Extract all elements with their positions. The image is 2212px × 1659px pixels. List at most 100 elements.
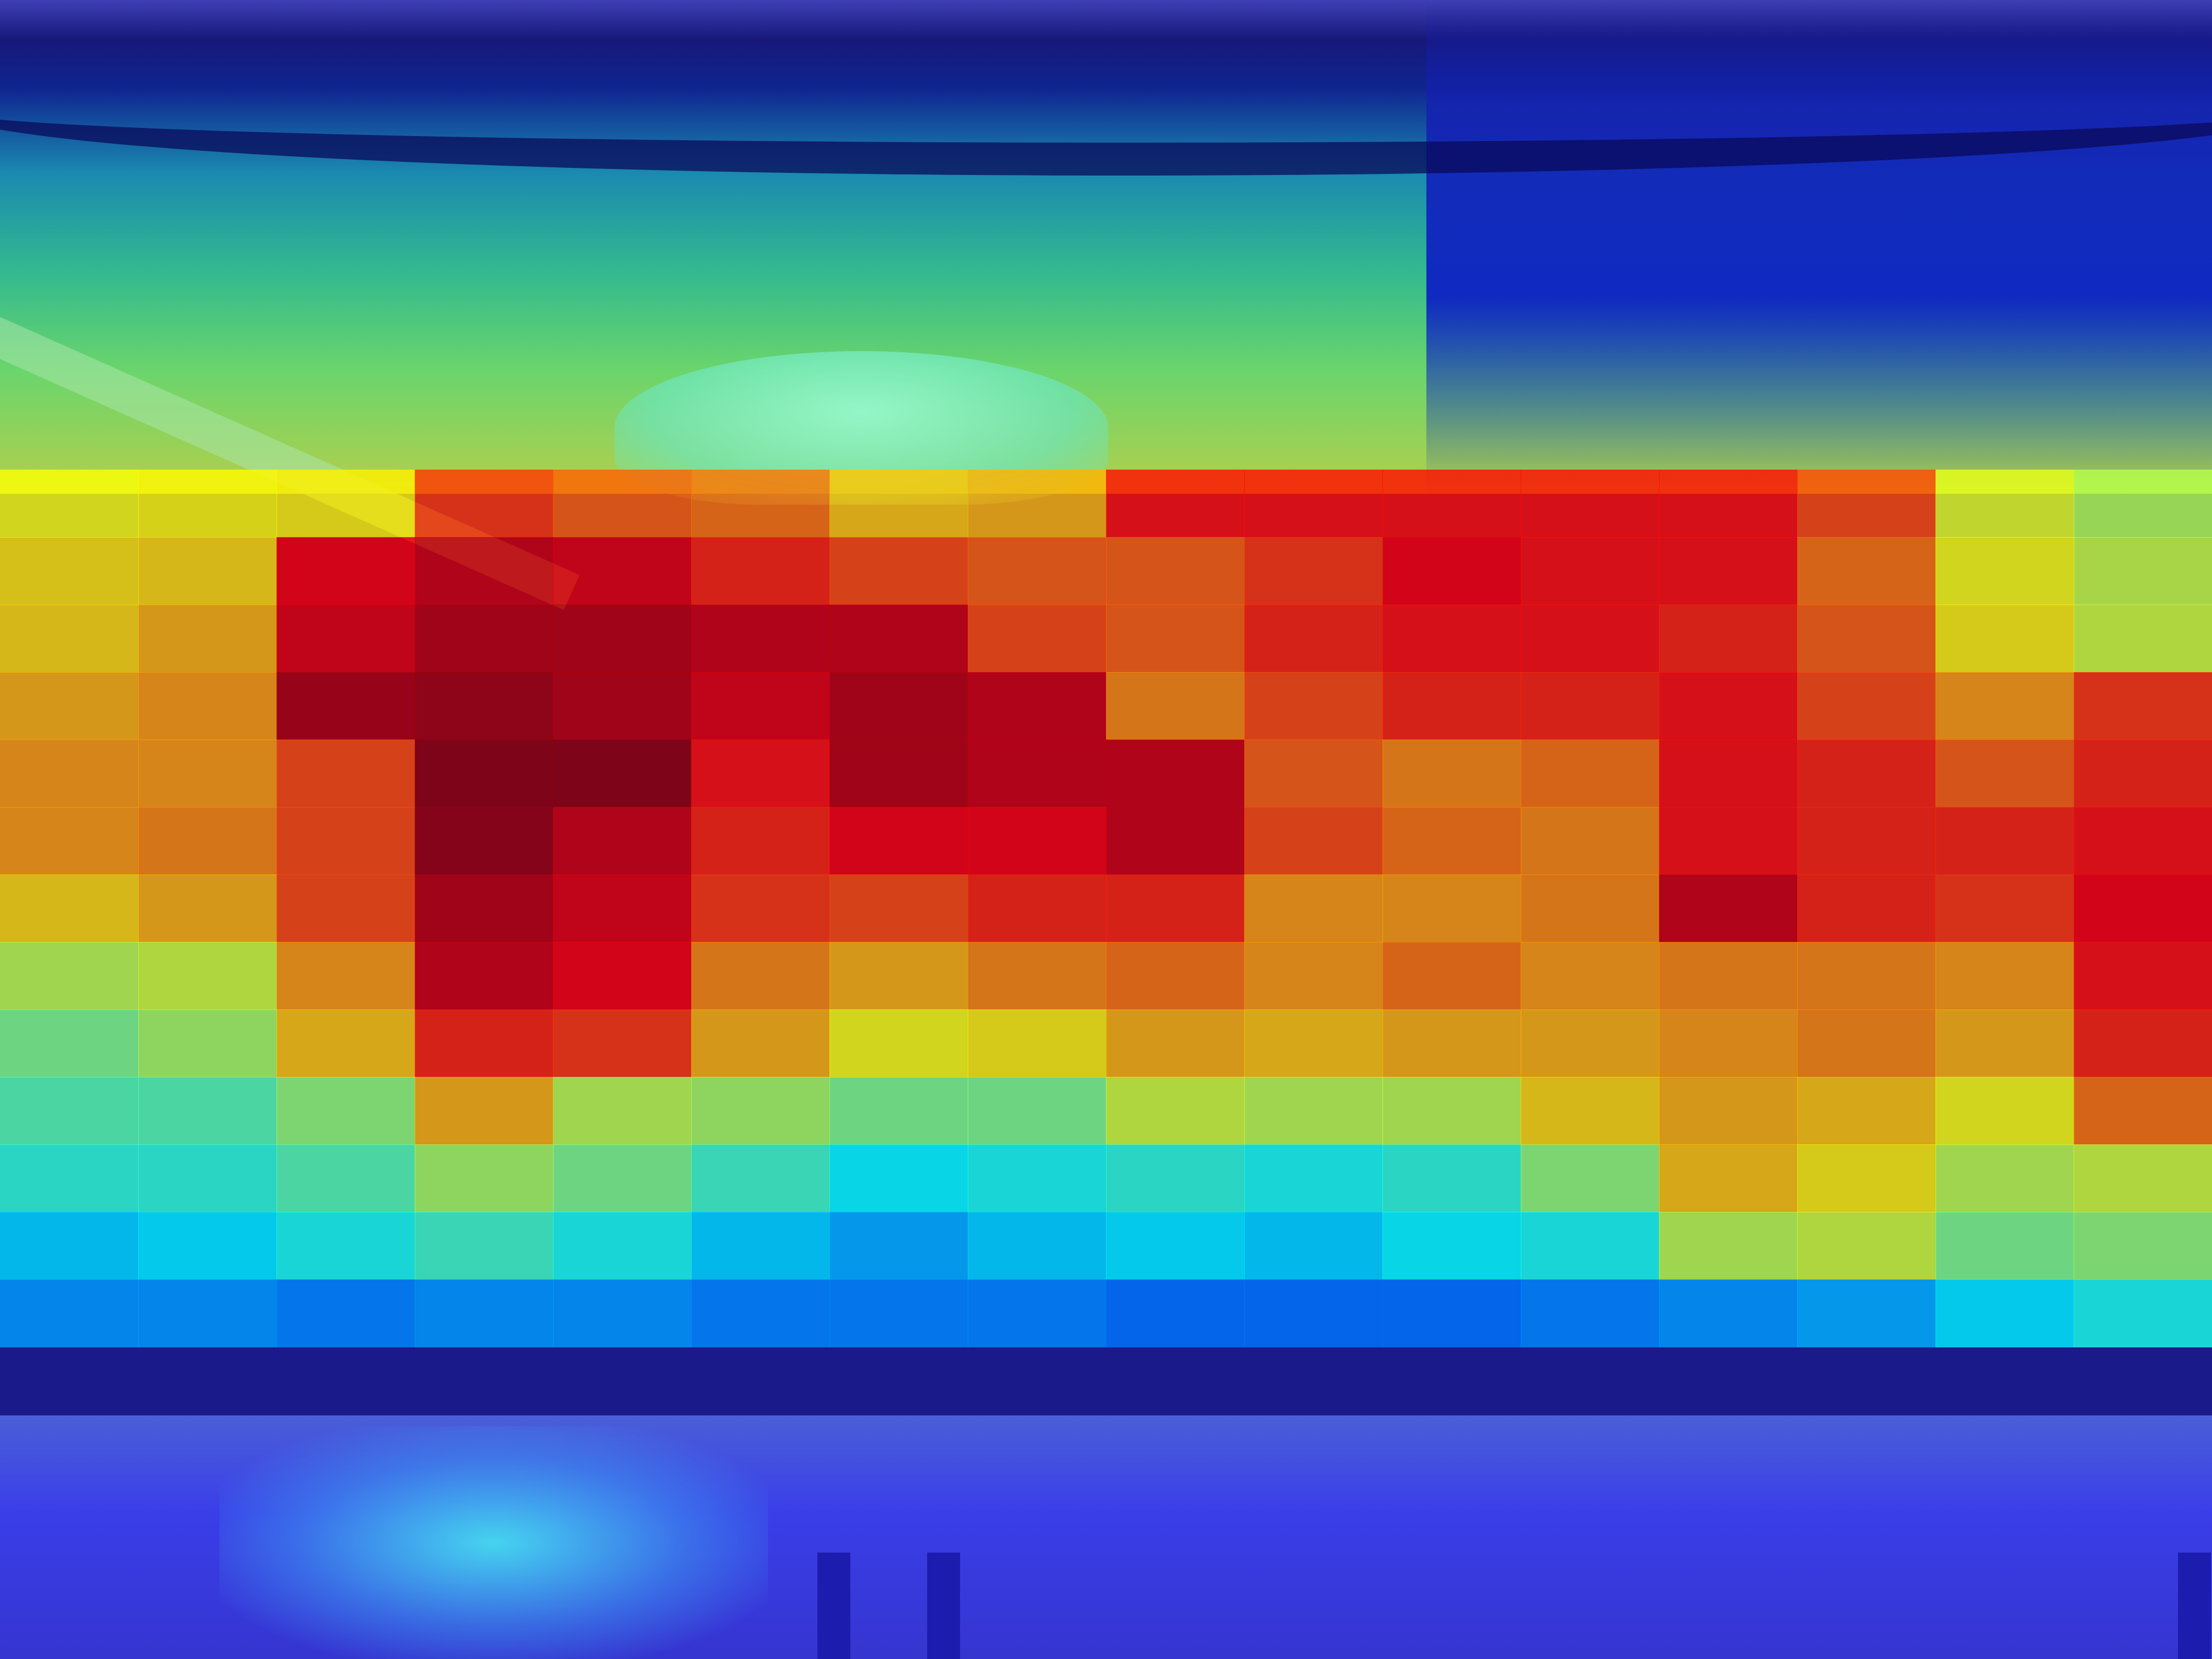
heatmap-cell bbox=[691, 1009, 830, 1077]
heatmap-cell bbox=[830, 672, 968, 740]
heatmap-cell bbox=[1797, 740, 1936, 808]
heatmap-cell bbox=[1244, 1009, 1383, 1077]
heatmap-cell bbox=[830, 1212, 968, 1280]
heatmap-cell bbox=[1383, 1212, 1521, 1280]
heatmap-cell bbox=[1244, 942, 1383, 1010]
heatmap-cell bbox=[968, 807, 1107, 875]
heatmap-cell bbox=[1936, 605, 2074, 673]
heatmap-cell bbox=[968, 605, 1107, 673]
heatmap-cell bbox=[1244, 1077, 1383, 1145]
heatmap-cell bbox=[276, 537, 415, 605]
heatmap-cell bbox=[1936, 672, 2074, 740]
heatmap-cell bbox=[276, 1279, 415, 1347]
heatmap-cell bbox=[2074, 1279, 2212, 1347]
heatmap-cell bbox=[415, 942, 554, 1010]
heatmap-cell bbox=[1106, 1077, 1245, 1145]
heatmap-cell bbox=[1659, 605, 1798, 673]
heatmap-cell bbox=[968, 1009, 1107, 1077]
heatmap-cell bbox=[691, 537, 830, 605]
heatmap-cell bbox=[138, 537, 277, 605]
heatmap-cell bbox=[553, 1212, 692, 1280]
heatmap-cell bbox=[1659, 942, 1798, 1010]
background-lower-glow bbox=[219, 1426, 768, 1659]
heatmap-cell bbox=[691, 807, 830, 875]
heatmap-cell bbox=[553, 1279, 692, 1347]
heatmap-cell bbox=[2074, 942, 2212, 1010]
heatmap-cell bbox=[1521, 605, 1660, 673]
heatmap-cell bbox=[830, 1009, 968, 1077]
heatmap-cell bbox=[553, 942, 692, 1010]
heatmap-cell bbox=[1936, 1279, 2074, 1347]
heatmap-cell bbox=[553, 537, 692, 605]
heatmap-cell bbox=[415, 1144, 554, 1212]
heatmap-cell bbox=[1106, 537, 1245, 605]
heatmap-cell bbox=[1106, 874, 1245, 943]
heatmap-cell bbox=[1797, 942, 1936, 1010]
heatmap-cell bbox=[1383, 537, 1521, 605]
heatmap-cell bbox=[1936, 874, 2074, 943]
heatmap-cell bbox=[1521, 740, 1660, 808]
heatmap-cell bbox=[1521, 1077, 1660, 1145]
heatmap-cell bbox=[830, 1144, 968, 1212]
heatmap-cell bbox=[1244, 537, 1383, 605]
heatmap-cell bbox=[415, 1009, 554, 1077]
heatmap-cell bbox=[968, 470, 1107, 538]
heatmap-cell bbox=[691, 1077, 830, 1145]
heatmap-cell bbox=[830, 1279, 968, 1347]
heatmap-cell bbox=[276, 1144, 415, 1212]
heatmap-cell bbox=[1383, 470, 1521, 538]
heatmap-cell bbox=[1521, 874, 1660, 943]
heatmap-cell bbox=[1244, 874, 1383, 943]
heatmap-cell bbox=[1659, 740, 1798, 808]
heatmap-cell bbox=[1936, 740, 2074, 808]
heatmap-cell bbox=[1383, 807, 1521, 875]
heatmap-cell bbox=[1244, 740, 1383, 808]
heatmap-cell bbox=[2074, 1212, 2212, 1280]
heatmap-cell bbox=[1244, 1279, 1383, 1347]
heatmap-cell bbox=[830, 807, 968, 875]
heatmap-cell bbox=[1106, 470, 1245, 538]
heatmap-cell bbox=[1936, 470, 2074, 538]
heatmap-cell bbox=[1936, 1009, 2074, 1077]
heatmap-cell bbox=[691, 740, 830, 808]
heatmap-cell bbox=[553, 807, 692, 875]
heatmap-cell bbox=[1244, 470, 1383, 538]
heatmap-cell bbox=[1383, 1077, 1521, 1145]
table-leg bbox=[817, 1553, 850, 1659]
heatmap-cell bbox=[691, 605, 830, 673]
heatmap-cell bbox=[415, 672, 554, 740]
heatmap-cell bbox=[0, 874, 139, 943]
heatmap-cell bbox=[138, 1144, 277, 1212]
heatmap-cell bbox=[553, 874, 692, 943]
heatmap-cell bbox=[2074, 470, 2212, 538]
heatmap-cell bbox=[138, 1009, 277, 1077]
heatmap-cell bbox=[1797, 1144, 1936, 1212]
heatmap-cell bbox=[830, 537, 968, 605]
heatmap-cell bbox=[1244, 605, 1383, 673]
heatmap-cell bbox=[1797, 1009, 1936, 1077]
heatmap-cell bbox=[830, 470, 968, 538]
heatmap-cell bbox=[1383, 874, 1521, 943]
heatmap-cell bbox=[1244, 672, 1383, 740]
heatmap-cell bbox=[1936, 1077, 2074, 1145]
heatmap-cell bbox=[1797, 1077, 1936, 1145]
heatmap-cell bbox=[1659, 672, 1798, 740]
heatmap-cell bbox=[1521, 1212, 1660, 1280]
heatmap-cell bbox=[1521, 807, 1660, 875]
heatmap-cell bbox=[276, 1009, 415, 1077]
heatmap-cell bbox=[830, 740, 968, 808]
heatmap-cell bbox=[415, 470, 554, 538]
heatmap-cell bbox=[2074, 1077, 2212, 1145]
heatmap-cell bbox=[1521, 470, 1660, 538]
heatmap-cell bbox=[968, 942, 1107, 1010]
heatmap-cell bbox=[1383, 1144, 1521, 1212]
heatmap-cell bbox=[830, 874, 968, 943]
heatmap-cell bbox=[1106, 605, 1245, 673]
heatmap-cell bbox=[553, 470, 692, 538]
heatmap-cell bbox=[415, 1077, 554, 1145]
heatmap-cell bbox=[1936, 537, 2074, 605]
heatmap-cell bbox=[1936, 1212, 2074, 1280]
heatmap-cell bbox=[1521, 1279, 1660, 1347]
